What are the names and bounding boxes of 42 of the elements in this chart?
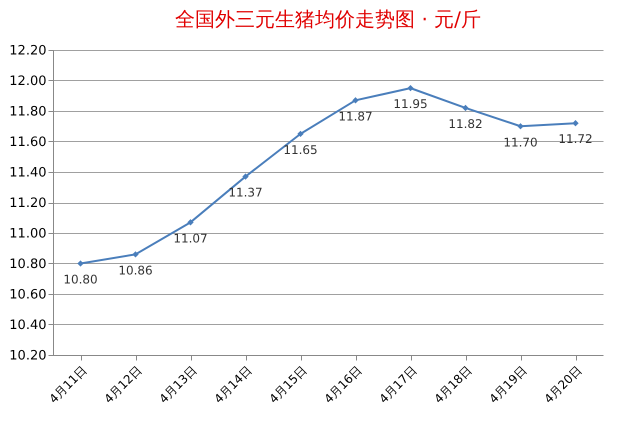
- point: [572, 120, 579, 126]
- point: [352, 97, 359, 104]
- x-tick-label: 4月15日: [266, 363, 310, 406]
- data-label: 10.80: [63, 272, 98, 286]
- x-tick-label: 4月17日: [376, 363, 420, 406]
- y-tick-label: 10.20: [9, 348, 46, 364]
- point: [462, 104, 469, 112]
- data-label: 11.70: [503, 135, 538, 150]
- data-label: 11.37: [228, 186, 263, 200]
- y-tick-label: 10.60: [9, 288, 46, 302]
- x-tick-label: 4月14日: [211, 363, 254, 406]
- x-tick-label: 4月20日: [541, 363, 584, 406]
- y-tick-label: 12.00: [9, 74, 46, 89]
- x-tick-label: 4月18日: [431, 363, 474, 406]
- x-tick-label: 4月16日: [321, 363, 364, 406]
- data-label: 11.72: [558, 132, 593, 146]
- y-tick-label: 12.20: [9, 44, 46, 58]
- x-tick-label: 4月13日: [156, 363, 200, 406]
- y-tick-label: 11.00: [9, 226, 46, 242]
- point: [187, 219, 194, 226]
- point: [517, 123, 524, 130]
- y-tick-label: 10.80: [9, 257, 46, 272]
- point: [242, 173, 249, 180]
- point: [407, 84, 414, 92]
- y-tick-label: 10.40: [9, 318, 46, 333]
- x-tick-label: 4月19日: [486, 363, 530, 406]
- data-label: 11.95: [393, 97, 428, 112]
- y-tick-label: 11.40: [9, 166, 46, 180]
- y-tick-label: 11.60: [9, 135, 46, 150]
- point: [77, 260, 84, 267]
- data-label: 11.82: [448, 116, 483, 131]
- point: [297, 130, 304, 138]
- data-label: 11.87: [338, 109, 373, 124]
- y-tick-label: 11.20: [9, 196, 46, 211]
- x-tick-label: 4月12日: [101, 363, 144, 406]
- data-label: 11.07: [173, 231, 208, 246]
- point: [132, 251, 139, 258]
- chart-title: 全国外三元生猪均价走势图 · 元/斤: [175, 7, 481, 31]
- data-label: 11.65: [283, 142, 318, 157]
- y-tick-label: 11.80: [9, 104, 46, 120]
- x-tick-label: 4月11日: [46, 363, 90, 406]
- data-label: 10.86: [118, 263, 153, 278]
